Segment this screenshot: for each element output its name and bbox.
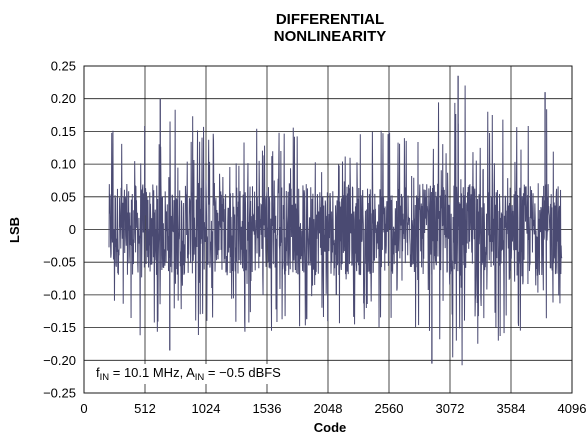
y-tick-label-8: −0.15 bbox=[43, 320, 76, 335]
y-axis-label: LSB bbox=[7, 217, 22, 243]
y-tick-label-2: 0.15 bbox=[51, 124, 76, 139]
test-condition-annotation: fIN = 10.1 MHz, AIN = −0.5 dBFS bbox=[96, 365, 281, 383]
x-tick-label-1: 512 bbox=[134, 401, 156, 416]
x-tick-label-3: 1536 bbox=[253, 401, 282, 416]
y-tick-label-7: −0.10 bbox=[43, 287, 76, 302]
annotation-background bbox=[93, 364, 285, 384]
x-tick-label-4: 2048 bbox=[314, 401, 343, 416]
dnl-series bbox=[108, 75, 563, 366]
x-tick-labels: 0 512 1024 1536 2048 2560 3072 3584 4096 bbox=[80, 401, 586, 416]
x-tick-label-0: 0 bbox=[80, 401, 87, 416]
y-tick-label-4: 0.05 bbox=[51, 189, 76, 204]
x-tick-label-2: 1024 bbox=[192, 401, 221, 416]
y-tick-label-3: 0.10 bbox=[51, 157, 76, 172]
x-axis-label: Code bbox=[314, 420, 347, 435]
plot-frame bbox=[83, 65, 573, 394]
dnl-trace bbox=[108, 85, 563, 366]
x-tick-label-5: 2560 bbox=[375, 401, 404, 416]
chart-title-line-2: NONLINEARITY bbox=[274, 28, 387, 45]
y-tick-label-9: −0.20 bbox=[43, 353, 76, 368]
chart-title-line-1: DIFFERENTIAL bbox=[276, 11, 384, 28]
y-tick-label-6: −0.05 bbox=[43, 255, 76, 270]
x-tick-label-6: 3072 bbox=[436, 401, 465, 416]
x-tick-label-7: 3584 bbox=[497, 401, 526, 416]
y-tick-labels: 0.25 0.20 0.15 0.10 0.05 0 −0.05 −0.10 −0.15 −0.2… bbox=[43, 59, 76, 401]
x-tick-label-8: 4096 bbox=[558, 401, 587, 416]
y-tick-label-10: −0.25 bbox=[43, 386, 76, 401]
y-tick-label-0: 0.25 bbox=[51, 59, 76, 74]
y-tick-label-5: 0 bbox=[69, 222, 76, 237]
y-tick-label-1: 0.20 bbox=[51, 91, 76, 106]
